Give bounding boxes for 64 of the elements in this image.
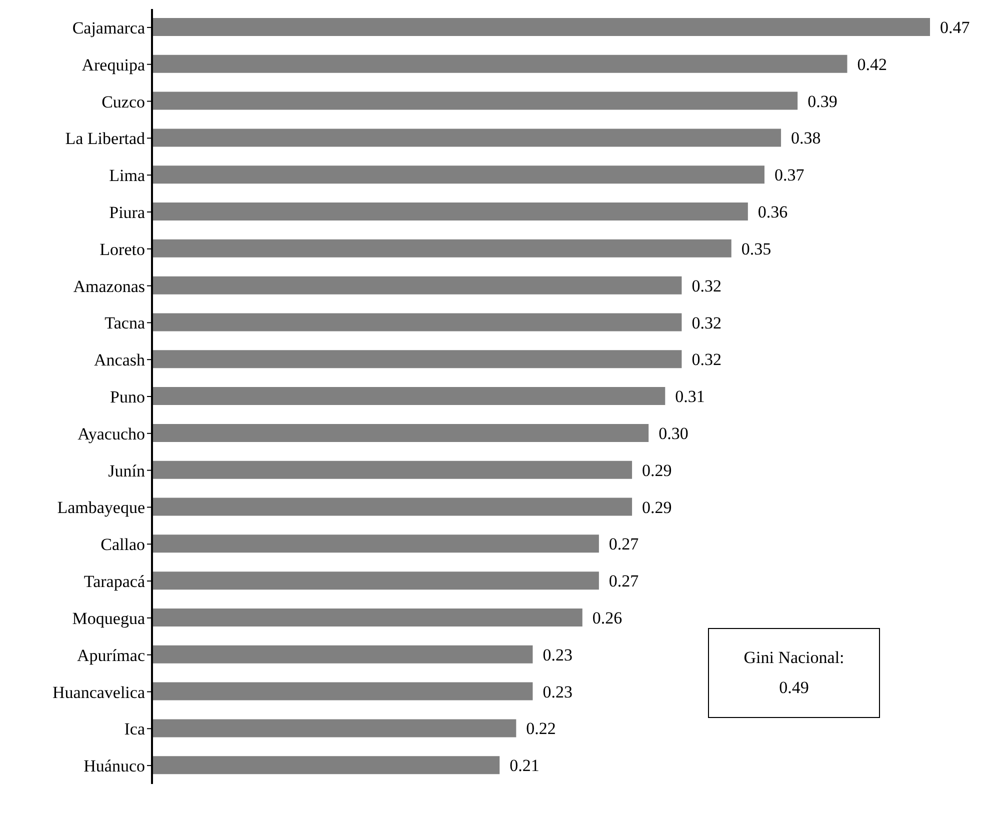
bar [152,572,599,590]
bar [152,18,930,36]
bar [152,128,782,147]
data-label: 0.29 [642,498,672,517]
y-tick-label: La Libertad [65,129,146,148]
y-tick-label: Ica [124,720,146,739]
data-label: 0.27 [608,534,640,554]
bar [152,313,682,332]
bar [152,608,582,626]
bar [152,350,682,368]
data-label: 0.47 [940,18,970,38]
bar [152,534,599,553]
data-label: 0.23 [542,682,572,702]
y-tick-label: Junín [108,461,146,480]
y-tick-label: Loreto [100,240,145,259]
bar [152,92,798,110]
bar [152,460,632,479]
data-label: 0.37 [774,166,805,185]
data-label: 0.38 [791,128,821,148]
bar [152,498,632,516]
data-label: 0.42 [857,54,887,74]
y-tick-label: Tarapacá [84,572,146,592]
bar [152,719,516,738]
y-tick-label: Lambayeque [57,498,145,518]
data-label: 0.32 [692,350,722,370]
y-tick-label: Lima [109,166,146,186]
y-tick-label: Piura [109,203,146,222]
y-tick-label: Cajamarca [72,18,146,38]
y-tick-label: Huancavelica [52,682,146,702]
bar [152,424,649,442]
y-tick-label: Huánuco [84,756,145,776]
data-label: 0.22 [526,719,556,738]
y-tick-label: Cuzco [102,92,145,112]
data-label: 0.21 [510,756,540,776]
data-label: 0.39 [808,92,838,111]
bar [152,202,748,221]
bar [152,54,848,73]
data-label: 0.32 [692,276,722,296]
bar [152,756,500,774]
data-label: 0.32 [692,313,722,332]
y-tick-label: Puno [110,388,145,407]
y-tick-label: Arequipa [82,55,146,74]
data-label: 0.23 [542,645,572,664]
bar [152,682,533,700]
y-tick-label: Tacna [104,314,146,333]
data-label: 0.31 [675,387,705,406]
y-tick-label: Amazonas [73,276,145,296]
y-tick-label: Moquegua [72,608,146,628]
bar [152,645,533,664]
bar [152,166,764,184]
annotation: Gini Nacional: 0.49 [708,628,880,718]
y-tick-label: Ancash [94,350,146,370]
y-tick-label: Apurímac [77,646,146,665]
bar [152,387,666,406]
bar [152,239,732,258]
data-label: 0.30 [658,424,688,443]
data-label: 0.35 [741,239,772,258]
data-label: 0.29 [642,460,672,480]
y-tick-label: Ayacucho [78,424,145,444]
data-label: 0.26 [592,608,622,628]
y-tick-label: Callao [100,535,145,554]
data-label: 0.27 [608,572,640,591]
bar [152,276,682,294]
data-label: 0.36 [758,202,788,222]
